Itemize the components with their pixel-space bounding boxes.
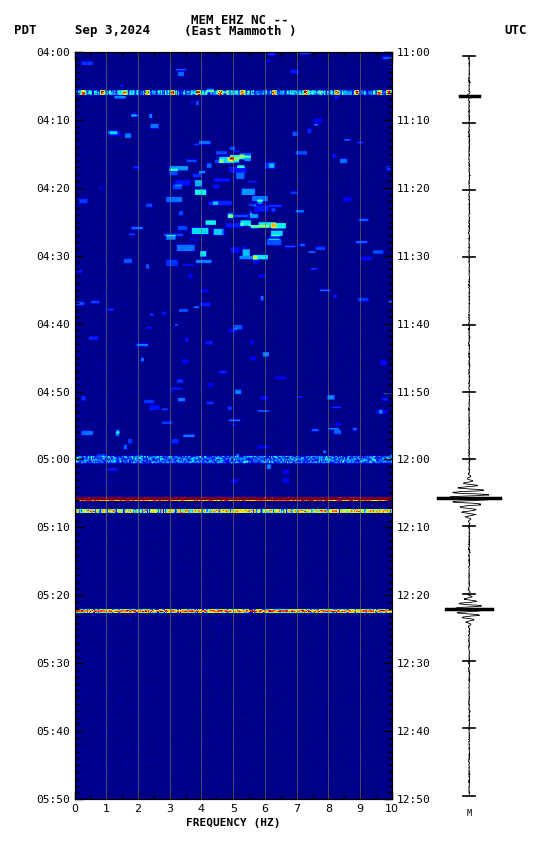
X-axis label: FREQUENCY (HZ): FREQUENCY (HZ) [186, 818, 280, 829]
Text: (East Mammoth ): (East Mammoth ) [184, 25, 296, 38]
Text: Sep 3,2024: Sep 3,2024 [75, 24, 150, 37]
Text: PDT: PDT [14, 24, 36, 37]
Text: M: M [466, 809, 472, 818]
Text: MEM EHZ NC --: MEM EHZ NC -- [192, 14, 289, 27]
Text: UTC: UTC [505, 24, 527, 37]
